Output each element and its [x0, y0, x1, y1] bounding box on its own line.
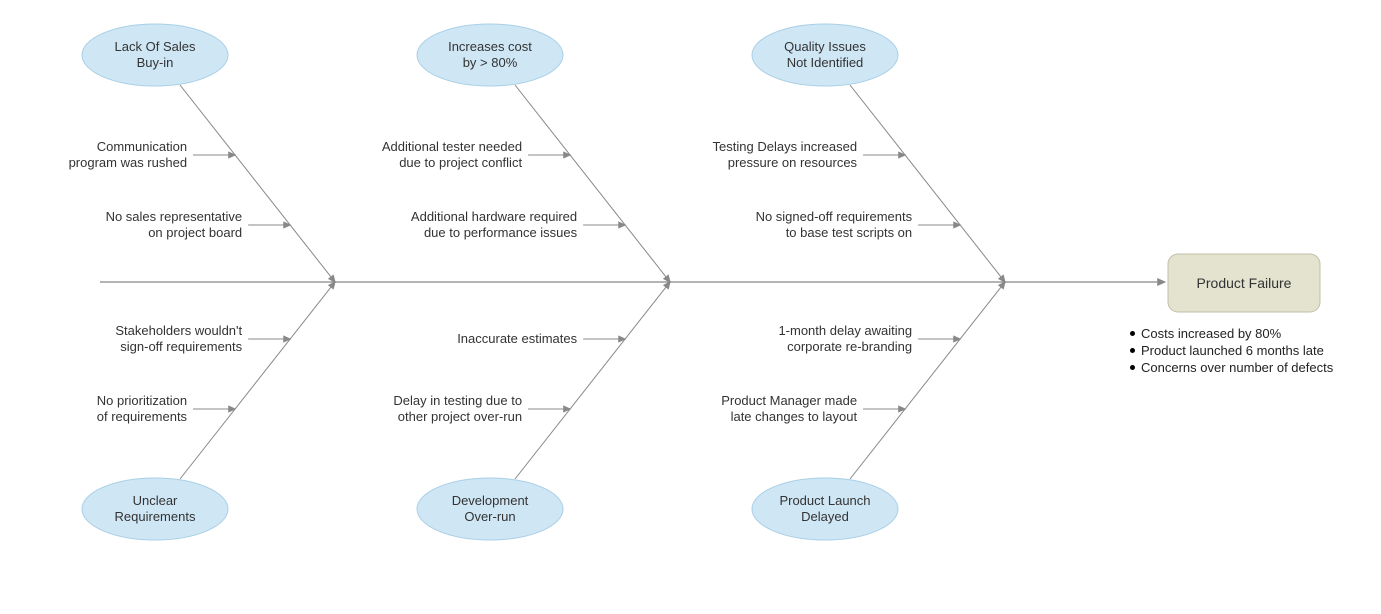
cause-label: Product Manager made late changes to lay… — [667, 393, 857, 426]
category-cost: Increases costby > 80% — [417, 24, 563, 86]
cause-label: Testing Delays increased pressure on res… — [657, 139, 857, 172]
cause-label: Inaccurate estimates — [417, 331, 577, 347]
cause-label: No prioritization of requirements — [27, 393, 187, 426]
category-quality: Quality IssuesNot Identified — [752, 24, 898, 86]
cause-label: Communication program was rushed — [27, 139, 187, 172]
bullet-dot-icon — [1130, 365, 1135, 370]
cause-label: No sales representative on project board — [62, 209, 242, 242]
cause-label: Additional hardware required due to perf… — [357, 209, 577, 242]
category-requirements: UnclearRequirements — [82, 478, 228, 540]
bullet-dot-icon — [1130, 348, 1135, 353]
cause-label: No signed-off requirements to base test … — [702, 209, 912, 242]
effect-box: Product Failure — [1168, 254, 1320, 312]
category-launch: Product LaunchDelayed — [752, 478, 898, 540]
cause-label: 1-month delay awaiting corporate re-bran… — [722, 323, 912, 356]
cause-label: Delay in testing due to other project ov… — [332, 393, 522, 426]
bullet-text: Concerns over number of defects — [1141, 360, 1333, 375]
effect-bullets: Costs increased by 80% Product launched 6… — [1130, 326, 1333, 377]
bullet-text: Costs increased by 80% — [1141, 326, 1281, 341]
category-sales: Lack Of SalesBuy-in — [82, 24, 228, 86]
bullet-text: Product launched 6 months late — [1141, 343, 1324, 358]
bullet-dot-icon — [1130, 331, 1135, 336]
category-development: DevelopmentOver-run — [417, 478, 563, 540]
cause-label: Stakeholders wouldn't sign-off requireme… — [62, 323, 242, 356]
cause-label: Additional tester needed due to project … — [322, 139, 522, 172]
